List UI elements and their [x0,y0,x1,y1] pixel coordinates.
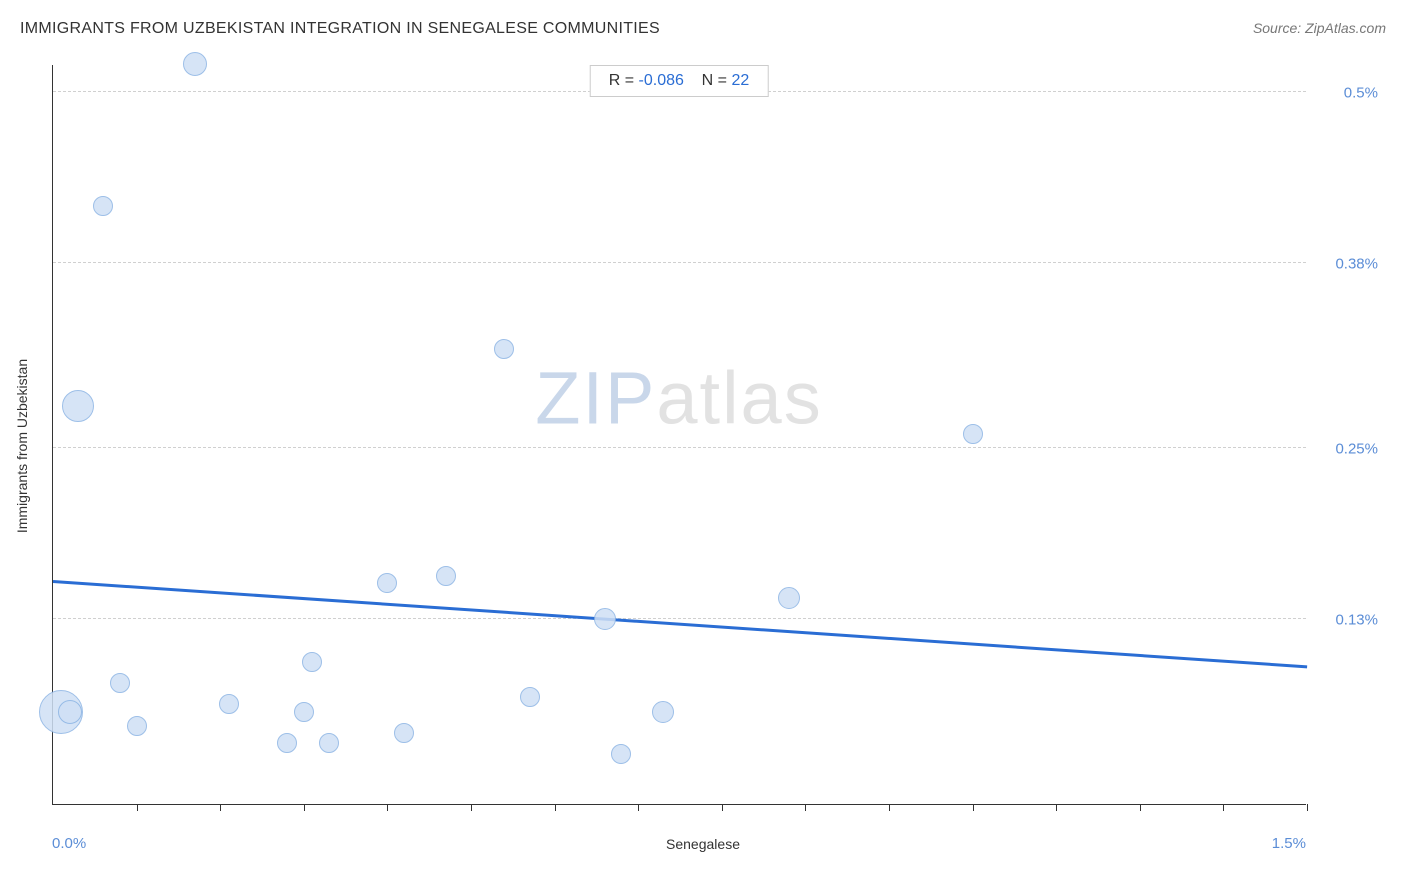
data-point [778,587,800,609]
x-tick [805,804,806,811]
data-point [963,424,983,444]
y-axis-label: Immigrants from Uzbekistan [14,359,30,533]
x-tick [722,804,723,811]
data-point [652,701,674,723]
data-point [127,716,147,736]
x-tick [889,804,890,811]
data-point [277,733,297,753]
x-tick [137,804,138,811]
data-point [219,694,239,714]
data-point [377,573,397,593]
data-point [520,687,540,707]
data-point [62,390,94,422]
x-tick [387,804,388,811]
n-value: 22 [731,72,749,89]
x-tick [471,804,472,811]
gridline [53,618,1306,619]
n-label: N = [702,72,727,89]
source-attribution: Source: ZipAtlas.com [1253,20,1386,36]
x-tick [1140,804,1141,811]
x-tick [1056,804,1057,811]
data-point [394,723,414,743]
y-tick-label: 0.38% [1335,256,1378,273]
data-point [436,566,456,586]
data-point [594,608,616,630]
y-tick-label: 0.25% [1335,441,1378,458]
data-point [611,744,631,764]
r-label: R = [609,72,634,89]
x-tick [1223,804,1224,811]
data-point [294,702,314,722]
plot-region [52,65,1306,805]
x-tick [973,804,974,811]
x-tick [638,804,639,811]
gridline [53,262,1306,263]
data-point [183,52,207,76]
data-point [93,196,113,216]
data-point [319,733,339,753]
data-point [302,652,322,672]
stats-box: R = -0.086 N = 22 [590,65,769,97]
chart-area: ZIPatlas R = -0.086 N = 22 [52,65,1306,805]
r-value: -0.086 [639,72,684,89]
trend-line [53,580,1307,668]
x-tick [220,804,221,811]
x-min-label: 0.0% [52,835,86,852]
x-max-label: 1.5% [1272,835,1306,852]
y-tick-label: 0.5% [1344,85,1378,102]
y-tick-label: 0.13% [1335,612,1378,629]
gridline [53,447,1306,448]
data-point [110,673,130,693]
data-point [58,700,82,724]
header-bar: IMMIGRANTS FROM UZBEKISTAN INTEGRATION I… [20,20,1386,38]
x-tick [555,804,556,811]
x-tick [1307,804,1308,811]
chart-title: IMMIGRANTS FROM UZBEKISTAN INTEGRATION I… [20,20,660,38]
x-axis-label: Senegalese [666,836,740,852]
x-tick [304,804,305,811]
data-point [494,339,514,359]
